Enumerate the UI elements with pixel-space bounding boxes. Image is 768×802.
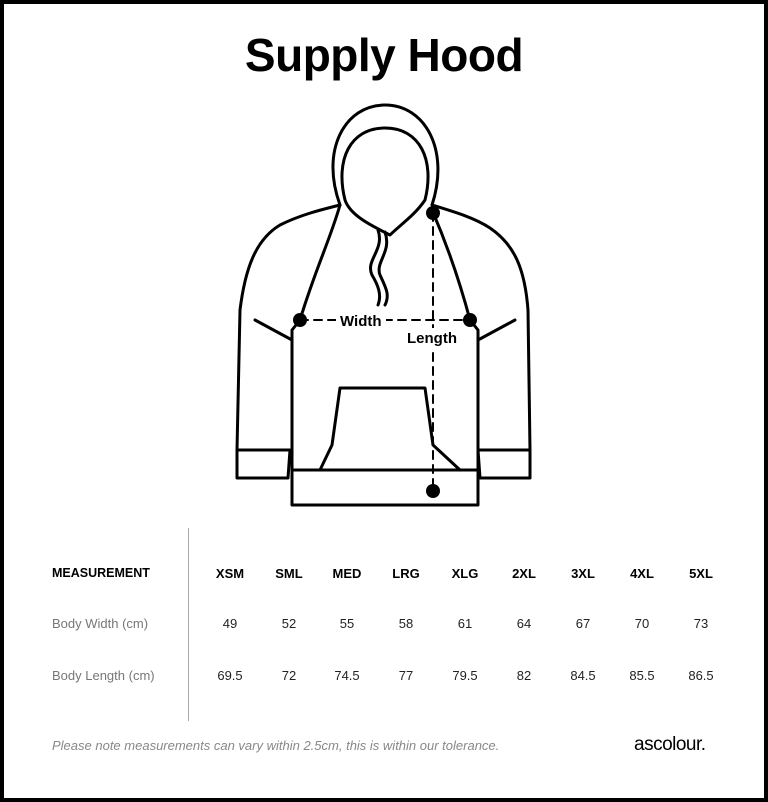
size-header-5xl: 5XL	[689, 566, 713, 581]
table-cell: 52	[281, 616, 297, 631]
table-cell: 70	[634, 616, 650, 631]
width-label: Width	[340, 313, 382, 330]
table-cell: 67	[575, 616, 591, 631]
table-cell: 82	[516, 668, 532, 683]
table-divider	[188, 528, 189, 721]
table-cell: 58	[398, 616, 414, 631]
table-cell: 86.5	[688, 668, 714, 683]
row-label-body-width: Body Width (cm)	[52, 616, 149, 631]
size-header-sml: SML	[275, 566, 303, 581]
page-title: Supply Hood	[244, 29, 524, 81]
size-header-xsm: XSM	[215, 566, 245, 581]
hoodie-diagram: Width Length	[235, 103, 532, 507]
table-cell: 74.5	[334, 668, 360, 683]
table-cell: 69.5	[217, 668, 243, 683]
table-cell: 73	[693, 616, 709, 631]
table-cell: 49	[222, 616, 238, 631]
size-header-4xl: 4XL	[630, 566, 654, 581]
length-end-dot	[426, 484, 440, 498]
size-header-2xl: 2XL	[512, 566, 536, 581]
size-header-lrg: LRG	[392, 566, 420, 581]
length-label: Length	[407, 330, 457, 347]
table-cell: 64	[516, 616, 532, 631]
size-header-3xl: 3XL	[571, 566, 595, 581]
measurement-header: MEASUREMENT	[52, 566, 150, 580]
table-cell: 61	[457, 616, 473, 631]
table-cell: 85.5	[629, 668, 655, 683]
size-header-xlg: XLG	[451, 566, 479, 581]
width-start-dot	[293, 313, 307, 327]
table-cell: 55	[339, 616, 355, 631]
width-end-dot	[463, 313, 477, 327]
length-start-dot	[426, 206, 440, 220]
brand-logo: ascolour.	[634, 734, 706, 755]
row-label-body-length: Body Length (cm)	[52, 668, 155, 683]
size-header-med: MED	[332, 566, 362, 581]
table-cell: 84.5	[570, 668, 596, 683]
table-cell: 72	[281, 668, 297, 683]
tolerance-note: Please note measurements can vary within…	[52, 738, 500, 753]
hoodie-outline	[235, 103, 532, 507]
table-cell: 77	[398, 668, 414, 683]
table-cell: 79.5	[452, 668, 478, 683]
